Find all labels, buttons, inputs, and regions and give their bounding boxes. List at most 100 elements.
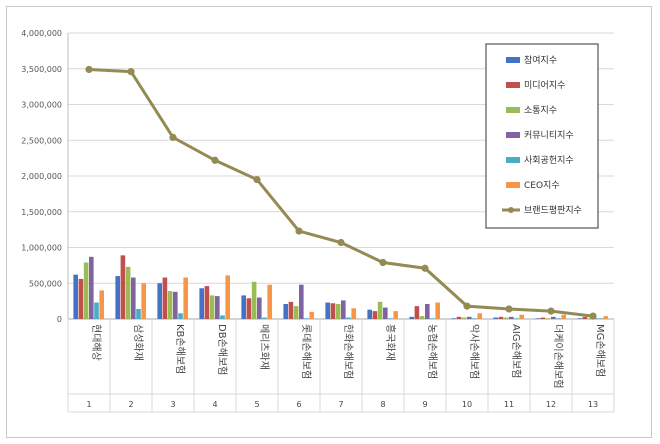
bar [472, 318, 477, 319]
bar [299, 284, 304, 319]
bar [561, 314, 566, 319]
x-rank-label: 9 [422, 400, 427, 409]
bar [141, 283, 146, 319]
y-tick-label: 1,000,000 [21, 244, 62, 253]
line-series [85, 65, 597, 320]
bar [89, 256, 94, 319]
bar [477, 313, 482, 319]
bar [503, 317, 509, 319]
bar [125, 266, 131, 319]
legend-label: 미디어지수 [524, 80, 565, 91]
bar [251, 281, 257, 319]
legend-swatch [506, 182, 520, 188]
legend-label: 사회공헌지수 [524, 155, 574, 166]
x-axis-ranks: 1 2 3 4 5 6 7 8 9 10 11 12 13 [67, 319, 615, 413]
y-tick-label: 2,500,000 [21, 136, 62, 145]
bar [220, 315, 225, 319]
x-category-label: DB손해보험 [216, 324, 229, 375]
legend-swatch [506, 57, 520, 63]
bar [367, 309, 372, 319]
line-point [589, 312, 597, 320]
x-category-label: 삼성화재 [132, 324, 144, 361]
bar [535, 318, 540, 319]
bar [467, 316, 472, 319]
x-rank-label: 10 [462, 400, 472, 409]
x-category-label: 더케이손해보험 [552, 324, 565, 388]
x-category-label: MG손해보험 [594, 324, 607, 377]
bar [498, 316, 504, 319]
line-point [547, 307, 555, 315]
x-category-label: KB손해보험 [174, 324, 187, 374]
bar [377, 301, 383, 319]
legend-label: 참여지수 [524, 54, 557, 66]
bar [204, 286, 210, 319]
bar-series [73, 255, 608, 319]
bar [94, 302, 99, 319]
bar [241, 295, 246, 319]
bar [540, 317, 546, 319]
bar [430, 318, 435, 319]
bar [167, 291, 173, 319]
bar [414, 306, 420, 319]
bar [409, 316, 414, 319]
bar [225, 275, 230, 319]
bar [582, 316, 588, 319]
line-point [505, 305, 513, 313]
bar [115, 276, 120, 319]
legend-label: 커뮤니티지수 [524, 130, 574, 141]
y-tick-label: 2,000,000 [21, 172, 62, 181]
bar [598, 318, 603, 319]
bar [509, 316, 514, 319]
x-axis-categories: 현대해상 삼성화재 KB손해보험 DB손해보험 메리츠화재 롯데손해보험 한화손해보험 흥국화… [90, 324, 607, 388]
bar [383, 307, 388, 319]
legend-label: 브랜드평판지수 [524, 205, 582, 216]
legend-label: CEO지수 [524, 180, 560, 191]
bar [451, 318, 456, 319]
x-rank-label: 3 [170, 400, 175, 409]
line-point [85, 65, 93, 74]
x-rank-label: 13 [588, 400, 598, 409]
line-point [253, 175, 261, 184]
bar [388, 318, 393, 319]
bar [157, 283, 162, 319]
y-tick-label: 4,000,000 [21, 29, 62, 38]
y-tick-label: 3,000,000 [21, 101, 62, 110]
bar [131, 277, 136, 319]
x-rank-label: 7 [338, 400, 343, 409]
x-category-label: 메리츠화재 [258, 324, 270, 370]
line-point [421, 264, 429, 272]
x-rank-label: 8 [380, 400, 385, 409]
bar [325, 302, 330, 319]
x-category-label: 현대해상 [90, 324, 103, 361]
line-point [211, 156, 219, 164]
legend-label: 소통지수 [524, 105, 557, 116]
bar [215, 296, 220, 319]
bar [304, 318, 309, 319]
bar [293, 306, 299, 319]
bar [346, 317, 351, 319]
bar [587, 318, 593, 319]
bar [183, 277, 188, 319]
x-rank-label: 5 [254, 400, 259, 409]
bar [199, 288, 204, 319]
bar [283, 303, 288, 319]
x-category-label: 흥국화재 [384, 324, 397, 361]
line-point [127, 68, 135, 76]
y-tick-label: 1,500,000 [21, 208, 62, 217]
x-rank-label: 6 [296, 400, 301, 409]
bar [551, 316, 556, 319]
bar [267, 284, 272, 319]
x-category-label: 악사손해보험 [468, 324, 481, 379]
x-rank-label: 11 [504, 400, 514, 409]
x-rank-label: 2 [128, 400, 133, 409]
bar [78, 278, 84, 319]
legend-swatch [506, 107, 520, 113]
line-point [169, 133, 177, 141]
bar [372, 311, 378, 319]
bar [419, 316, 425, 319]
bar [461, 317, 467, 319]
x-rank-label: 1 [86, 400, 91, 409]
line-point [463, 302, 471, 310]
line-point [379, 258, 387, 267]
bar [493, 317, 498, 319]
